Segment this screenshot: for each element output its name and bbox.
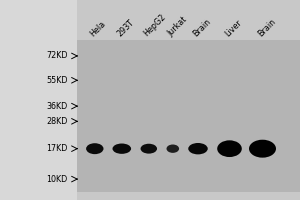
Ellipse shape	[249, 140, 276, 158]
Text: Hela: Hela	[88, 19, 107, 38]
Ellipse shape	[141, 144, 157, 154]
Ellipse shape	[86, 143, 104, 154]
Ellipse shape	[167, 144, 179, 153]
Text: Brain: Brain	[192, 17, 213, 38]
Text: HepG2: HepG2	[142, 12, 168, 38]
Bar	[76, 40, 300, 192]
Text: 72KD: 72KD	[46, 51, 68, 60]
Text: 10KD: 10KD	[46, 175, 68, 184]
Text: 36KD: 36KD	[46, 102, 68, 111]
Ellipse shape	[188, 143, 208, 154]
Text: 55KD: 55KD	[46, 76, 68, 85]
Bar	[0, 0, 76, 200]
Ellipse shape	[217, 140, 242, 157]
Text: 28KD: 28KD	[46, 117, 68, 126]
Text: Liver: Liver	[223, 18, 244, 38]
Text: Jurkat: Jurkat	[166, 15, 189, 38]
Ellipse shape	[112, 144, 131, 154]
Text: 17KD: 17KD	[46, 144, 68, 153]
Text: 293T: 293T	[115, 17, 136, 38]
Text: Brain: Brain	[256, 17, 278, 38]
